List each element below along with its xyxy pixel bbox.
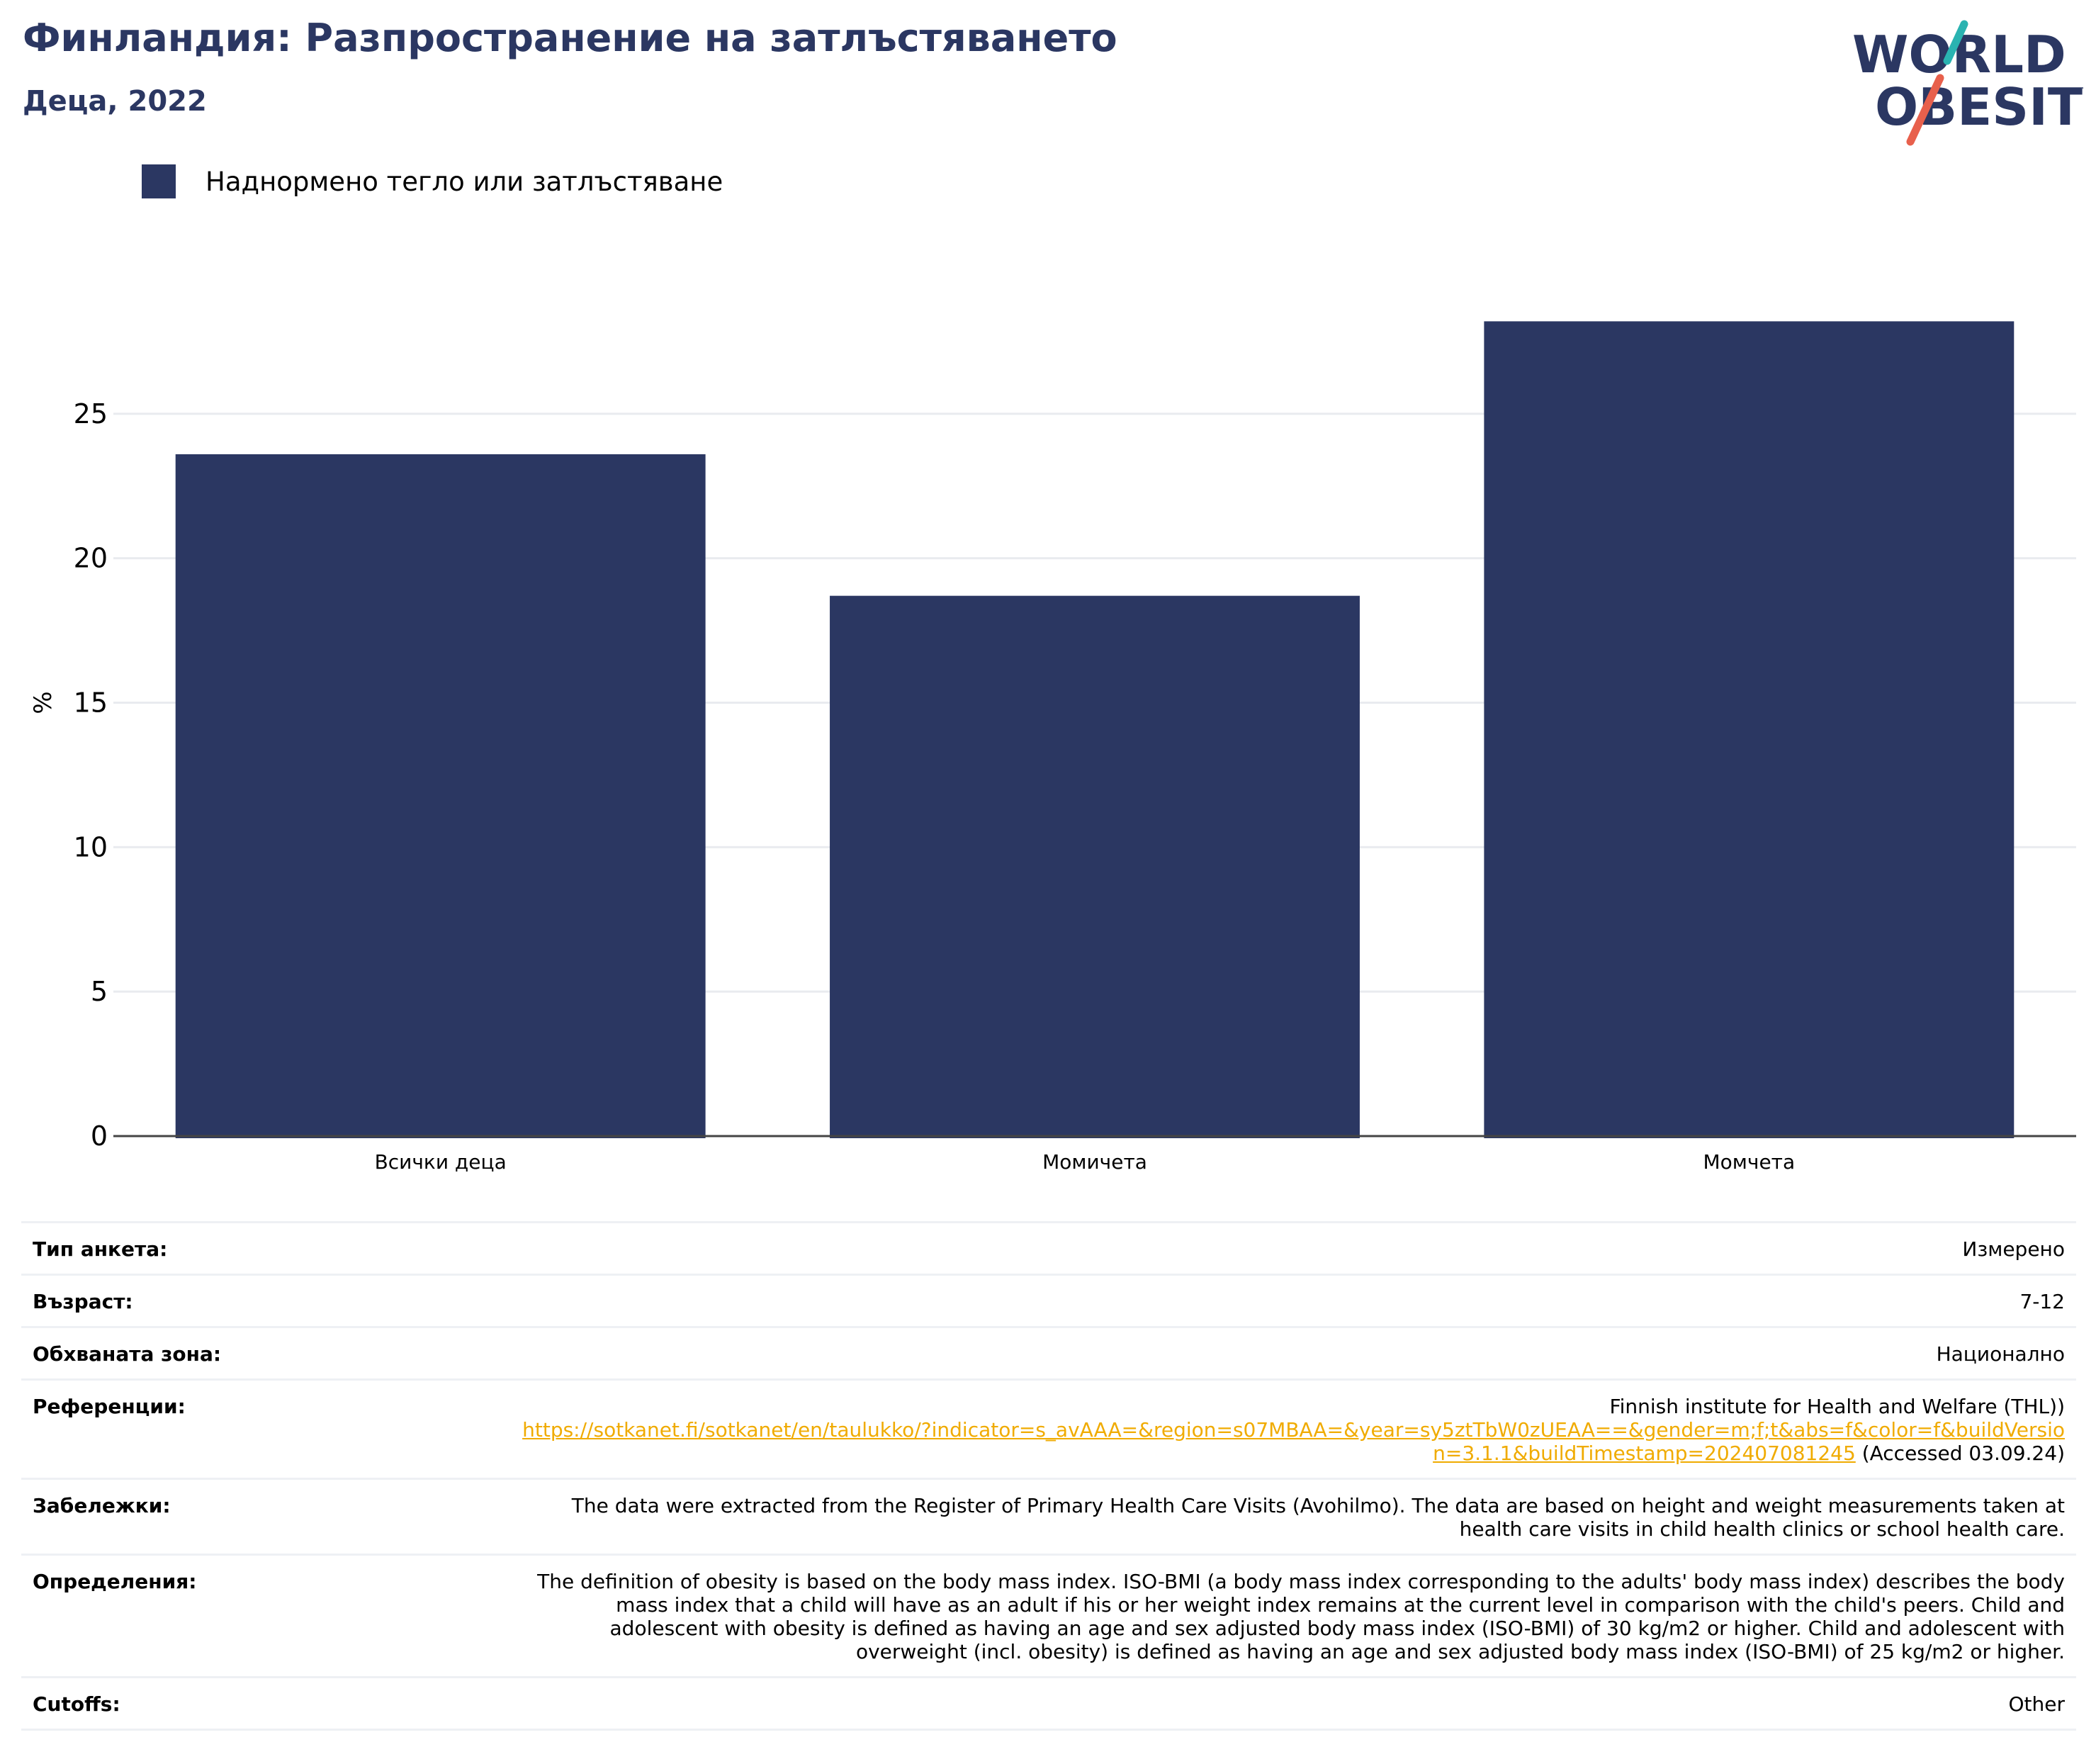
notes-value: The data were extracted from the Registe… bbox=[571, 1494, 2065, 1541]
y-tick-label: 20 bbox=[74, 543, 108, 574]
legend-label: Наднормено тегло или затлъстяване bbox=[205, 166, 723, 197]
bar[interactable] bbox=[1484, 321, 2015, 1138]
x-tick-label: Момичета bbox=[1042, 1150, 1147, 1174]
y-tick-label: 0 bbox=[91, 1120, 108, 1152]
definitions-value: The definition of obesity is based on th… bbox=[537, 1570, 2065, 1663]
bar[interactable] bbox=[175, 454, 706, 1138]
y-tick-labels: 0 5 10 15 20 25 bbox=[74, 398, 108, 1152]
age-label: Възраст: bbox=[33, 1290, 133, 1313]
x-tick-label: Всички деца bbox=[375, 1150, 507, 1174]
cutoffs-label: Cutoffs: bbox=[33, 1692, 120, 1716]
y-tick-label: 25 bbox=[74, 398, 108, 429]
world-obesity-logo: WORLD OBESITY bbox=[1852, 20, 2083, 146]
area-value: Национално bbox=[1936, 1342, 2065, 1366]
chart-legend[interactable]: Наднормено тегло или затлъстяване bbox=[142, 163, 723, 200]
y-tick-label: 15 bbox=[74, 687, 108, 719]
cutoffs-row: Cutoffs: Other bbox=[21, 1678, 2076, 1731]
survey-type-label: Тип анкета: bbox=[33, 1237, 168, 1261]
age-value: 7-12 bbox=[2019, 1290, 2065, 1313]
survey-details-table: Тип анкета: Измерено Възраст: 7-12 Обхва… bbox=[21, 1221, 2076, 1731]
reference-accessed: (Accessed 03.09.24) bbox=[1855, 1442, 2065, 1465]
references-row: Референции: Finnish institute for Health… bbox=[21, 1381, 2076, 1480]
age-row: Възраст: 7-12 bbox=[21, 1276, 2076, 1328]
references-value: Finnish institute for Health and Welfare… bbox=[520, 1395, 2065, 1465]
y-tick-label: 5 bbox=[91, 976, 108, 1007]
bars bbox=[175, 321, 2015, 1138]
legend-swatch bbox=[142, 164, 176, 198]
bar[interactable] bbox=[830, 595, 1360, 1138]
y-tick-label: 10 bbox=[74, 831, 108, 863]
references-label: Референции: bbox=[33, 1395, 186, 1418]
notes-row: Забележки: The data were extracted from … bbox=[21, 1480, 2076, 1556]
logo-slash-coral bbox=[1906, 74, 1944, 146]
area-row: Обхваната зона: Национално bbox=[21, 1328, 2076, 1381]
survey-type-row: Тип анкета: Измерено bbox=[21, 1223, 2076, 1276]
logo-text-obesity: OBESITY bbox=[1875, 77, 2083, 137]
cutoffs-value: Other bbox=[2008, 1692, 2065, 1716]
reference-link[interactable]: https://sotkanet.fi/sotkanet/en/taulukko… bbox=[522, 1418, 2065, 1465]
reference-source: Finnish institute for Health and Welfare… bbox=[1609, 1395, 2066, 1418]
area-label: Обхваната зона: bbox=[33, 1342, 222, 1366]
logo-slash-teal bbox=[1943, 20, 1968, 65]
definitions-label: Определения: bbox=[33, 1570, 197, 1593]
x-tick-labels: Всички деца Момичета Момчета bbox=[375, 1150, 1796, 1174]
x-tick-label: Момчета bbox=[1703, 1150, 1796, 1174]
chart-title: Финландия: Разпространение на затлъстява… bbox=[23, 16, 1117, 60]
bar-chart: 0 5 10 15 20 25 Всички деца Момичета Момчета % bbox=[29, 321, 2076, 1174]
survey-type-value: Измерено bbox=[1962, 1237, 2065, 1261]
definitions-row: Определения: The definition of obesity i… bbox=[21, 1556, 2076, 1678]
chart-subtitle: Деца, 2022 bbox=[23, 85, 207, 118]
y-axis-label: % bbox=[29, 691, 57, 714]
notes-label: Забележки: bbox=[33, 1494, 171, 1517]
